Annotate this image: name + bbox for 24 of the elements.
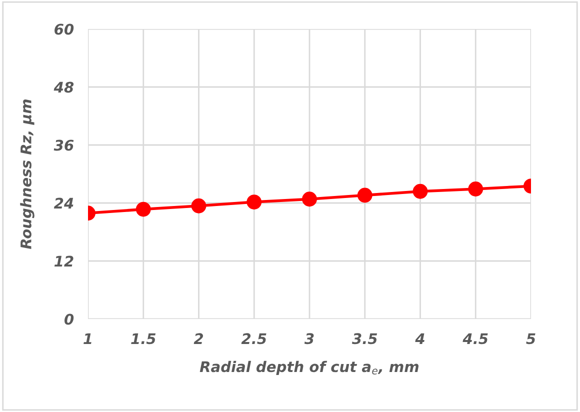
y-tick-label: 60 <box>54 24 74 35</box>
y-tick-label: 36 <box>54 140 74 151</box>
x-axis-title: Radial depth of cut a$_{e}$, mm <box>200 360 419 376</box>
point <box>191 198 206 214</box>
point <box>302 192 317 207</box>
point <box>468 182 484 196</box>
point <box>136 202 151 217</box>
x-tick-label: 1.5 <box>131 333 156 344</box>
x-tick-label: 3 <box>304 333 314 344</box>
y-tick-label: 24 <box>54 198 74 209</box>
y-tick-label: 12 <box>54 256 74 267</box>
x-tick-label: 4 <box>415 333 424 344</box>
x-tick-label: 2 <box>194 333 204 344</box>
y-tick-label: 0 <box>64 314 74 325</box>
x-tick-label: 1 <box>84 333 92 344</box>
x-tick-label: 2.5 <box>241 333 266 344</box>
y-axis-title: Roughness Rz, μm <box>20 100 34 250</box>
point <box>412 184 428 199</box>
point <box>357 188 372 203</box>
x-tick-label: 3.5 <box>352 333 378 344</box>
point <box>246 194 262 210</box>
y-tick-label: 48 <box>54 82 74 93</box>
x-tick-label: 5 <box>526 333 536 344</box>
x-tick-label: 4.5 <box>462 333 488 344</box>
